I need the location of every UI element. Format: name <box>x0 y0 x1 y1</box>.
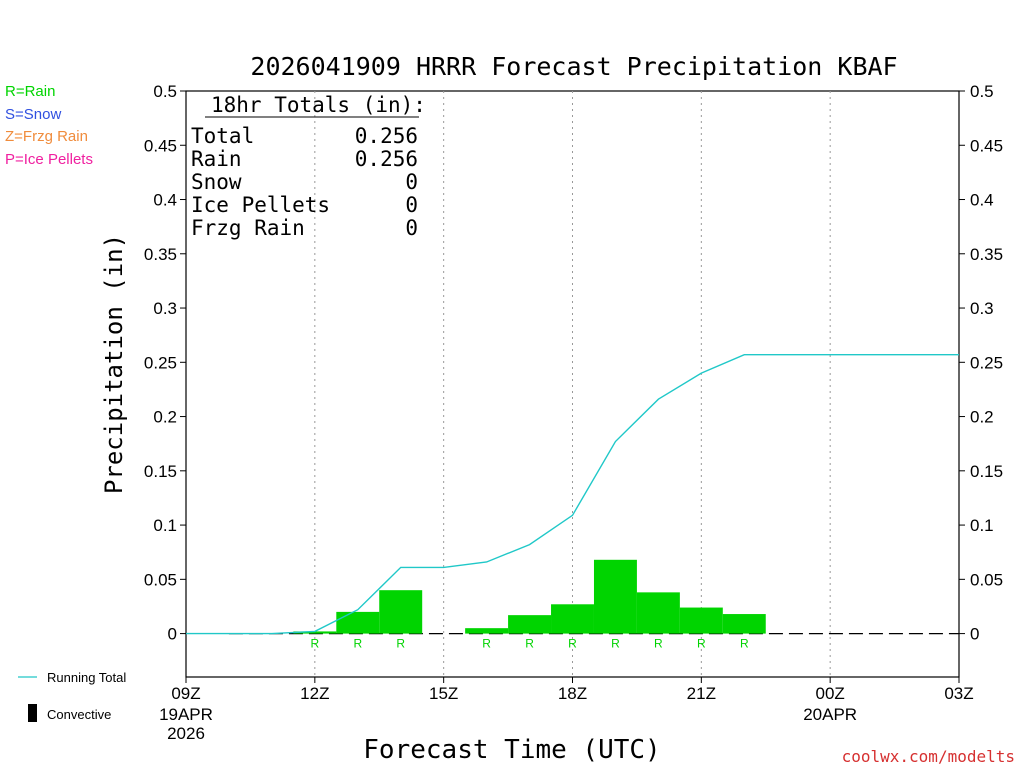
totals-value-frzg-rain: 0 <box>405 216 418 240</box>
y-tick-label-left: 0 <box>168 625 177 644</box>
y-tick-label-left: 0.15 <box>144 462 177 481</box>
x-tick-label: 18Z <box>558 684 587 703</box>
ptype-marker-7: R <box>482 637 491 651</box>
ptype-marker-4: R <box>353 637 362 651</box>
hourly-bars <box>293 559 766 634</box>
rain-bar-3 <box>293 631 337 634</box>
x-tick-sublabel: 19APR <box>159 705 213 724</box>
rain-bar-12 <box>679 607 723 634</box>
y-tick-label-right: 0.4 <box>970 191 994 210</box>
y-tick-label-right: 0.35 <box>970 245 1003 264</box>
legend-ice-pellets: P=Ice Pellets <box>5 151 93 168</box>
y-tick-label-left: 0.25 <box>144 353 177 372</box>
ptype-legend: R=Rain S=Snow Z=Frzg Rain P=Ice Pellets <box>5 83 93 168</box>
totals-value-snow: 0 <box>405 170 418 194</box>
y-tick-label-right: 0.2 <box>970 408 994 427</box>
watermark: coolwx.com/modelts <box>842 747 1015 766</box>
totals-label-ice-pellets: Ice Pellets <box>191 193 330 217</box>
totals-box: 18hr Totals (in): Total 0.256 Rain 0.256… <box>191 93 426 240</box>
ptype-marker-12: R <box>697 637 706 651</box>
totals-label-rain: Rain <box>191 147 242 171</box>
rain-bar-10 <box>593 559 637 634</box>
y-tick-label-right: 0.5 <box>970 82 994 101</box>
legend-frzg-rain: Z=Frzg Rain <box>5 128 88 145</box>
ptype-marker-3: R <box>310 637 319 651</box>
ptype-marker-8: R <box>525 637 534 651</box>
totals-label-total: Total <box>191 124 254 148</box>
legend-rain: R=Rain <box>5 83 55 100</box>
y-tick-label-left: 0.3 <box>153 299 177 318</box>
y-tick-label-left: 0.2 <box>153 408 177 427</box>
convective-legend-label: Convective <box>47 707 111 722</box>
gridlines <box>314 91 831 677</box>
ptype-marker-11: R <box>654 637 663 651</box>
totals-label-frzg-rain: Frzg Rain <box>191 216 305 240</box>
totals-value-ice-pellets: 0 <box>405 193 418 217</box>
rain-bar-8 <box>508 615 552 634</box>
y-tick-label-left: 0.1 <box>153 516 177 535</box>
x-tick-sublabel: 2026 <box>167 724 205 743</box>
rain-bar-13 <box>722 614 766 634</box>
y-tick-label-right: 0.1 <box>970 516 994 535</box>
y-tick-label-right: 0.15 <box>970 462 1003 481</box>
x-tick-label: 03Z <box>944 684 973 703</box>
legend-snow: S=Snow <box>5 106 61 123</box>
totals-value-rain: 0.256 <box>355 147 418 171</box>
convective-swatch <box>28 704 37 722</box>
y-tick-label-right: 0.05 <box>970 570 1003 589</box>
bottom-legend: Running Total Convective <box>18 670 126 722</box>
y-axis-right: 0 0.05 0.1 0.15 0.2 0.25 0.3 0.35 0.4 0.45 0.5 <box>959 82 1003 644</box>
y-axis-left: 0 0.05 0.1 0.15 0.2 0.25 0.3 0.35 0.4 0.45 0.5 <box>144 82 186 644</box>
y-tick-label-left: 0.5 <box>153 82 177 101</box>
x-tick-label: 00Z <box>816 684 845 703</box>
ptype-marker-5: R <box>396 637 405 651</box>
rain-bar-5 <box>379 590 423 634</box>
totals-value-total: 0.256 <box>355 124 418 148</box>
rain-bar-4 <box>336 611 380 634</box>
x-tick-label: 12Z <box>300 684 329 703</box>
y-tick-label-left: 0.05 <box>144 570 177 589</box>
rain-bar-9 <box>551 604 594 634</box>
x-tick-label: 21Z <box>687 684 716 703</box>
y-tick-label-right: 0 <box>970 625 979 644</box>
rain-bar-11 <box>636 592 680 634</box>
chart-title: 2026041909 HRRR Forecast Precipitation K… <box>250 52 897 81</box>
y-tick-label-left: 0.35 <box>144 245 177 264</box>
x-tick-label: 09Z <box>171 684 200 703</box>
y-axis-label: Precipitation (in) <box>100 234 128 494</box>
x-tick-sublabel: 20APR <box>803 705 857 724</box>
y-tick-label-left: 0.4 <box>153 191 177 210</box>
x-axis-label: Forecast Time (UTC) <box>363 735 660 765</box>
ptype-marker-10: R <box>611 637 620 651</box>
y-tick-label-right: 0.3 <box>970 299 994 318</box>
y-tick-label-left: 0.45 <box>144 136 177 155</box>
x-tick-label: 15Z <box>429 684 458 703</box>
totals-label-snow: Snow <box>191 170 242 194</box>
ptype-marker-13: R <box>740 637 749 651</box>
y-tick-label-right: 0.25 <box>970 353 1003 372</box>
running-total-line <box>186 354 959 635</box>
y-tick-label-right: 0.45 <box>970 136 1003 155</box>
running-total-legend-label: Running Total <box>47 670 126 685</box>
ptype-marker-9: R <box>568 637 577 651</box>
totals-header: 18hr Totals (in): <box>211 93 426 117</box>
rain-bar-7 <box>465 628 509 634</box>
